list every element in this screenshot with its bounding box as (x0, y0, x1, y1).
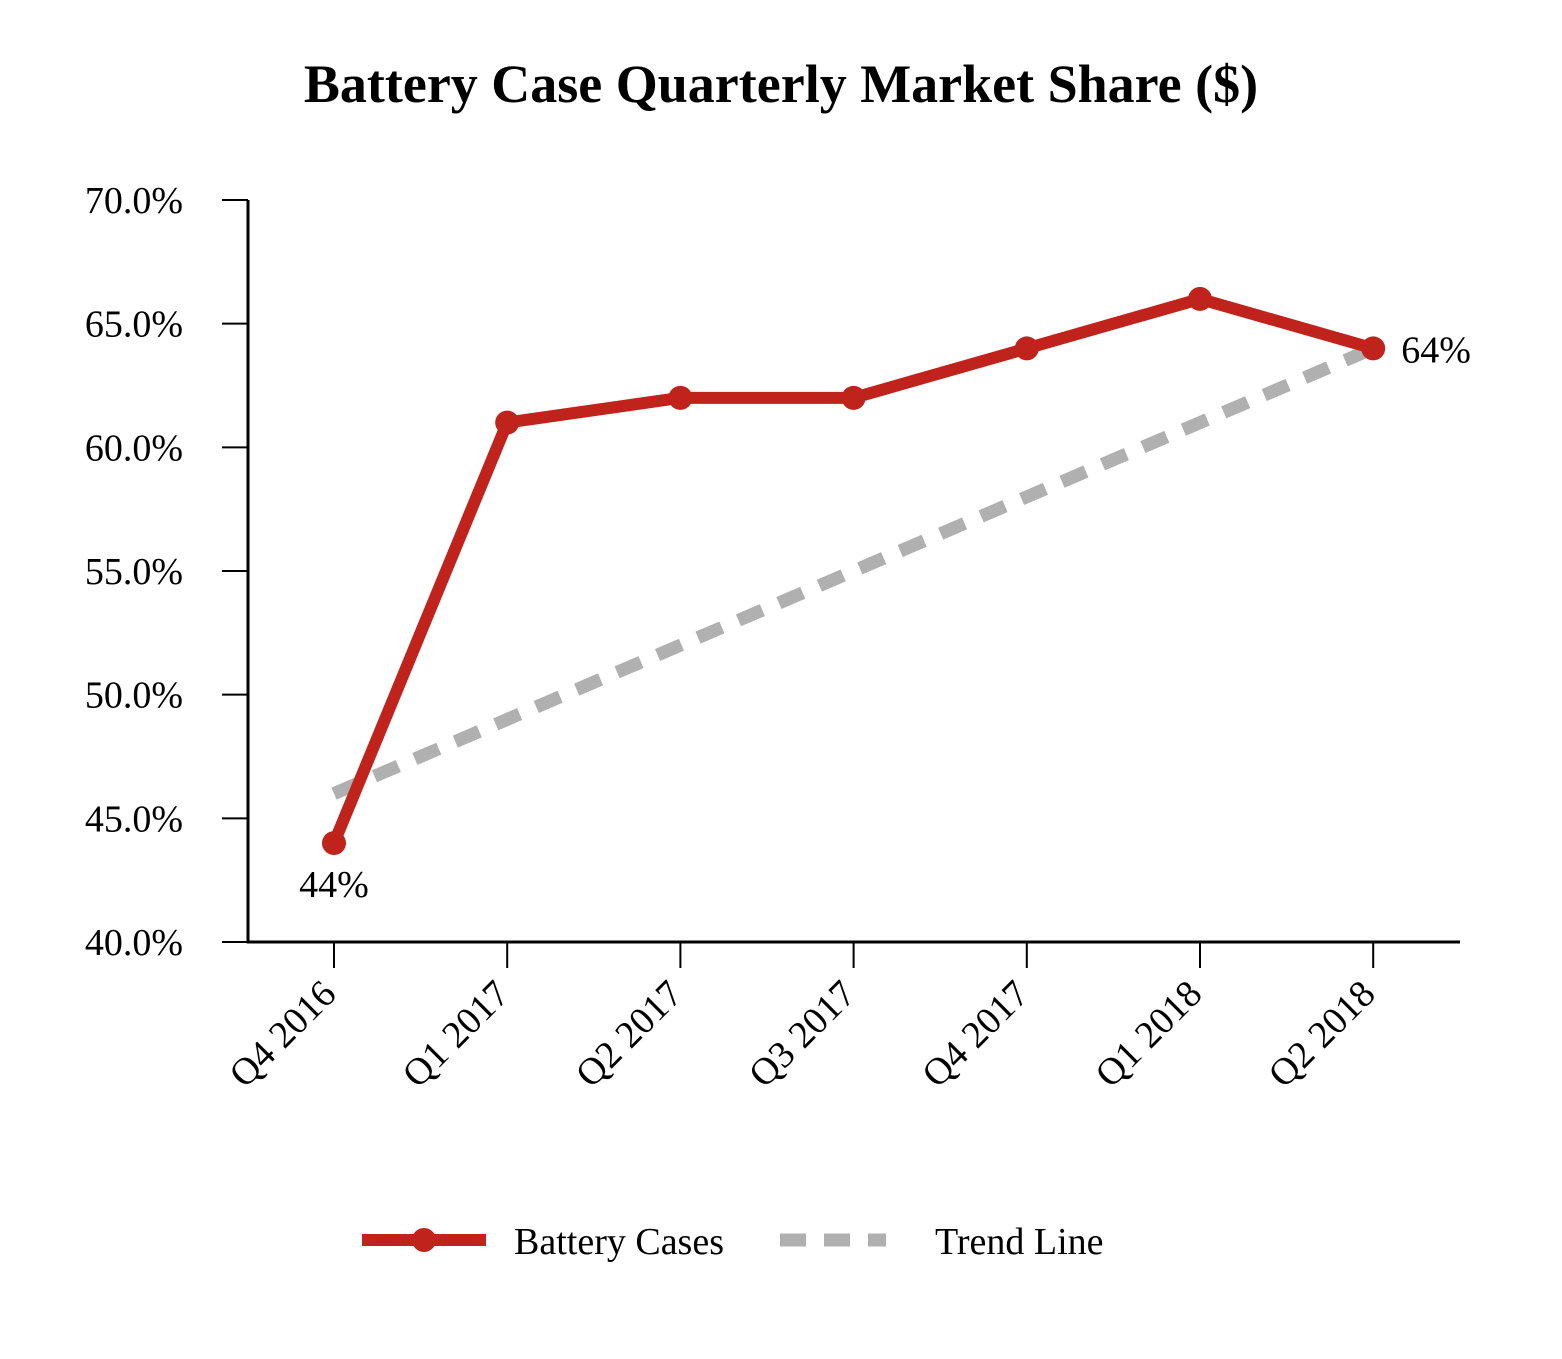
y-tick-label: 60.0% (85, 427, 183, 469)
battery-cases-point (668, 385, 693, 410)
x-tick-label: Q4 2017 (914, 973, 1037, 1096)
battery-cases-point (1014, 336, 1039, 361)
x-tick-label: Q2 2018 (1261, 973, 1384, 1096)
legend: Battery Cases Trend Line (362, 1221, 1104, 1263)
legend-trend-line-label: Trend Line (935, 1221, 1104, 1263)
battery-cases-line (328, 292, 1375, 846)
data-label: 44% (299, 864, 369, 906)
y-tick-label: 55.0% (85, 551, 183, 593)
x-tick-label: Q2 2017 (568, 973, 691, 1096)
y-tick-label: 45.0% (85, 798, 183, 840)
y-tick-label: 40.0% (85, 922, 183, 964)
y-tick-label: 65.0% (85, 304, 183, 346)
x-tick-label: Q1 2018 (1087, 973, 1210, 1096)
trend-line (331, 342, 1376, 800)
chart-title: Battery Case Quarterly Market Share ($) (304, 54, 1258, 114)
y-tick-label: 50.0% (85, 675, 183, 717)
y-tick-label: 70.0% (85, 180, 183, 222)
battery-cases-point (841, 385, 866, 410)
x-tick-label: Q4 2016 (221, 973, 344, 1096)
legend-battery-cases-marker (412, 1228, 436, 1252)
data-label: 64% (1401, 329, 1471, 371)
battery-cases-point (322, 831, 346, 856)
battery-cases-point (1188, 286, 1212, 311)
x-tick-label: Q1 2017 (395, 973, 518, 1096)
legend-battery-cases-label: Battery Cases (514, 1221, 724, 1263)
x-tick-label: Q3 2017 (741, 973, 864, 1096)
plot-area: 44% 64% (299, 286, 1471, 906)
battery-cases-point (1361, 336, 1386, 361)
battery-cases-point (495, 410, 520, 435)
